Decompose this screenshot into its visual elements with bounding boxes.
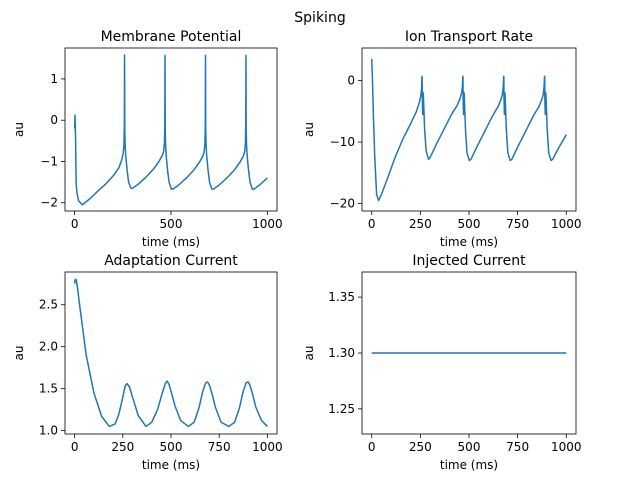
adaptation-current-xtick-label: 250 [111,440,134,454]
injected-current-ytick-label: 1.25 [328,402,355,416]
injected-current-xtick-label: 500 [458,440,481,454]
ion-transport-rate-ytick-label: 0 [347,74,355,88]
ion-transport-rate-xtick-label: 500 [458,217,481,231]
injected-current-xlabel: time (ms) [440,458,498,472]
adaptation-current-xtick-label: 750 [208,440,231,454]
figure-suptitle: Spiking [294,10,345,26]
ion-transport-rate-xlabel: time (ms) [440,235,498,249]
adaptation-current-ytick-label: 2.5 [39,298,58,312]
membrane-potential-xtick-label: 0 [71,217,79,231]
ion-transport-rate-title: Ion Transport Rate [405,29,533,45]
ion-transport-rate-axes-frame [361,47,577,212]
adaptation-current-xtick-label: 0 [71,440,79,454]
injected-current-xtick-label: 250 [409,440,432,454]
adaptation-current-title: Adaptation Current [104,253,238,269]
adaptation-current-series-line [73,278,268,428]
injected-current-ytick-label: 1.30 [328,346,355,360]
ion-transport-rate-ytick-label: −10 [330,135,355,149]
injected-current-axes-frame [361,271,577,435]
membrane-potential-title: Membrane Potential [101,29,242,45]
adaptation-current-ytick-label: 2.0 [39,340,58,354]
membrane-potential-xtick-label: 1000 [252,217,283,231]
membrane-potential-series-line [73,54,268,206]
subplot-ion-transport-rate: Ion Transport Rate 0 250 500 750 1000 −20 −10 0 t… [302,29,582,249]
subplot-adaptation-current: Adaptation Current 0 250 500 750 1000 1.0 1.5 2.… [12,253,283,472]
adaptation-current-axes-frame [64,271,278,435]
ion-transport-rate-series-line [370,59,567,202]
subplot-injected-current: Injected Current 0 250 500 750 1000 1.25 1.30 1.… [302,253,582,472]
membrane-potential-xlabel: time (ms) [142,235,200,249]
injected-current-xtick-label: 0 [368,440,376,454]
adaptation-current-xtick-label: 1000 [252,440,283,454]
injected-current-ylabel: au [302,346,316,361]
membrane-potential-axes-frame [64,47,278,212]
subplot-membrane-potential: Membrane Potential 0 500 1000 −2 −1 0 1 time (ms… [12,29,283,249]
adaptation-current-xtick-label: 500 [160,440,183,454]
adaptation-current-ytick-label: 1.0 [39,424,58,438]
membrane-potential-ytick-label: −2 [40,196,58,210]
injected-current-ytick-label: 1.35 [328,290,355,304]
membrane-potential-ytick-label: 1 [50,72,58,86]
membrane-potential-ylabel: au [12,122,26,137]
injected-current-title: Injected Current [412,253,526,269]
ion-transport-rate-xtick-label: 250 [409,217,432,231]
ion-transport-rate-xtick-label: 0 [368,217,376,231]
ion-transport-rate-xtick-label: 750 [506,217,529,231]
adaptation-current-ylabel: au [12,346,26,361]
membrane-potential-ytick-label: −1 [40,154,58,168]
membrane-potential-xtick-label: 500 [160,217,183,231]
injected-current-xtick-label: 1000 [551,440,582,454]
membrane-potential-ytick-label: 0 [50,113,58,127]
ion-transport-rate-xtick-label: 1000 [551,217,582,231]
ion-transport-rate-ytick-label: −20 [330,197,355,211]
ion-transport-rate-ylabel: au [302,122,316,137]
injected-current-xtick-label: 750 [506,440,529,454]
adaptation-current-xlabel: time (ms) [142,458,200,472]
adaptation-current-ytick-label: 1.5 [39,382,58,396]
